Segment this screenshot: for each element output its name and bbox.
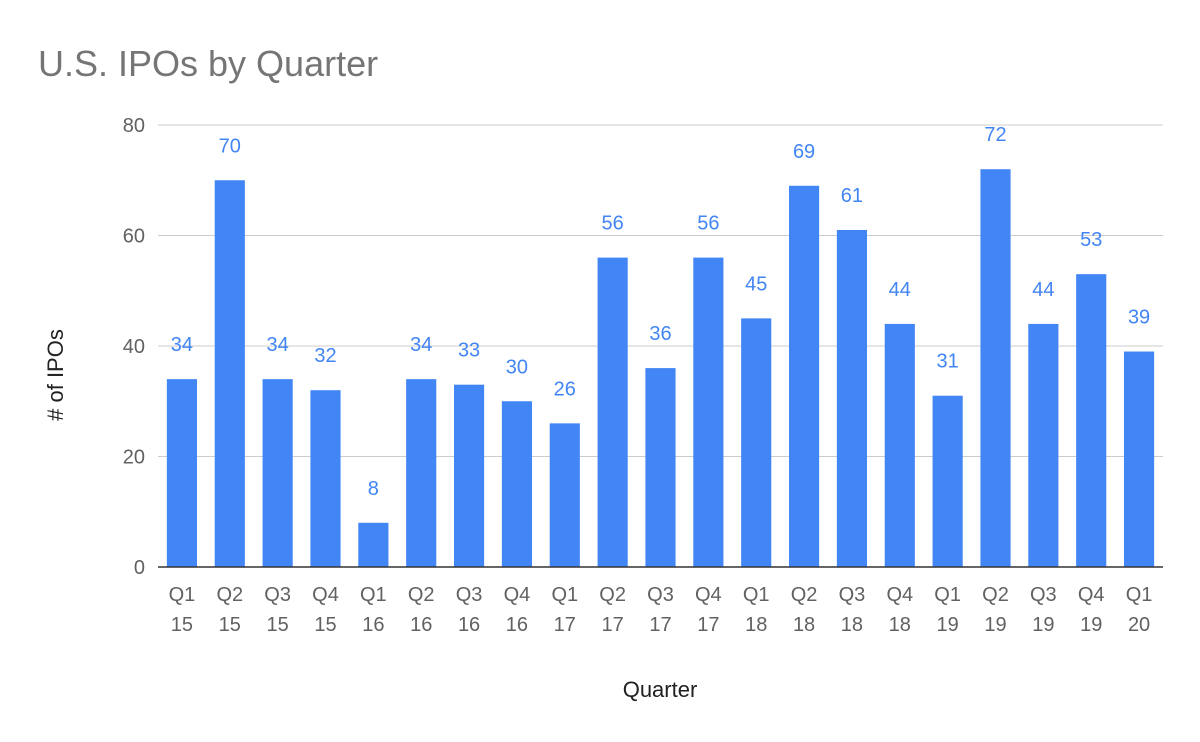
data-label: 56	[697, 213, 719, 235]
bar	[166, 379, 198, 567]
bar	[358, 522, 389, 567]
x-tick-label: Q1	[743, 584, 770, 606]
data-label: 72	[984, 124, 1006, 146]
x-tick-label: 17	[649, 614, 671, 636]
x-tick-label: Q4	[695, 584, 722, 606]
data-label: 8	[368, 478, 379, 500]
x-axis-ticks: Q1 15 Q2 15 Q3 15 Q4 15 Q1 16 Q2 16 Q3 16 Q4 16 Q1 17 Q2 17…	[169, 584, 1153, 636]
x-tick-label: 15	[171, 614, 193, 636]
x-tick-label: 18	[793, 614, 815, 636]
x-tick-label: 18	[841, 614, 863, 636]
bar	[310, 390, 341, 567]
bar	[836, 229, 868, 567]
bar	[262, 379, 293, 567]
x-tick-label: 17	[697, 614, 719, 636]
data-label: 31	[937, 351, 959, 373]
data-label: 45	[745, 273, 767, 295]
y-tick-label: 40	[123, 336, 145, 358]
x-tick-label: 16	[458, 614, 480, 636]
data-label: 44	[1032, 279, 1054, 301]
bar	[501, 401, 533, 567]
bar	[1123, 351, 1155, 567]
x-tick-label: 18	[745, 614, 767, 636]
x-tick-label: Q2	[791, 584, 818, 606]
x-tick-label: Q3	[647, 584, 674, 606]
data-label: 34	[267, 334, 289, 356]
y-tick-label: 0	[134, 557, 145, 579]
x-tick-label: Q4	[886, 584, 913, 606]
data-label: 61	[841, 185, 863, 207]
data-label: 33	[458, 340, 480, 362]
x-tick-label: 16	[410, 614, 432, 636]
bar	[932, 395, 963, 567]
bar	[406, 379, 437, 567]
data-labels: 34 70 34 32 8 34 33 30 26 56 36 56 45 69 61 44 31 72 44 53 3…	[171, 124, 1150, 500]
x-tick-label: Q3	[839, 584, 866, 606]
x-tick-label: Q4	[312, 584, 339, 606]
x-tick-label: Q1	[360, 584, 387, 606]
x-tick-label: Q2	[599, 584, 626, 606]
bar	[884, 323, 915, 567]
data-label: 44	[889, 279, 911, 301]
x-tick-label: Q1	[1126, 584, 1153, 606]
x-tick-label: Q1	[169, 584, 196, 606]
data-label: 26	[554, 378, 576, 400]
data-label: 32	[314, 345, 336, 367]
x-tick-label: Q2	[216, 584, 243, 606]
x-tick-label: 16	[506, 614, 528, 636]
x-tick-label: 15	[267, 614, 289, 636]
x-tick-label: 18	[889, 614, 911, 636]
data-label: 39	[1128, 307, 1150, 329]
y-axis-ticks: 0 20 40 60 80	[123, 115, 145, 579]
x-tick-label: Q2	[408, 584, 435, 606]
x-tick-label: 20	[1128, 614, 1150, 636]
data-label: 70	[219, 135, 241, 157]
x-tick-label: 15	[314, 614, 336, 636]
x-tick-label: Q2	[982, 584, 1009, 606]
x-tick-label: 19	[937, 614, 959, 636]
bar	[1028, 323, 1059, 567]
data-label: 53	[1080, 229, 1102, 251]
bars	[166, 169, 1155, 567]
y-tick-label: 80	[123, 115, 145, 137]
x-tick-label: Q4	[504, 584, 531, 606]
data-label: 34	[410, 334, 432, 356]
x-tick-label: 19	[984, 614, 1006, 636]
chart-title: U.S. IPOs by Quarter	[38, 43, 378, 84]
y-tick-label: 60	[123, 226, 145, 248]
y-tick-label: 20	[123, 447, 145, 469]
data-label: 36	[649, 323, 671, 345]
x-tick-label: 17	[602, 614, 624, 636]
x-tick-label: Q1	[551, 584, 578, 606]
bar	[1076, 274, 1107, 567]
bar	[788, 185, 820, 567]
y-axis-title: # of IPOs	[43, 329, 68, 421]
bar	[980, 169, 1011, 567]
x-tick-label: 17	[554, 614, 576, 636]
bar	[741, 318, 772, 567]
data-label: 56	[602, 213, 624, 235]
data-label: 30	[506, 356, 528, 378]
x-axis-title: Quarter	[623, 677, 698, 702]
data-label: 69	[793, 141, 815, 163]
data-label: 34	[171, 334, 193, 356]
x-tick-label: 19	[1080, 614, 1102, 636]
bar	[693, 257, 724, 567]
x-tick-label: 19	[1032, 614, 1054, 636]
x-tick-label: 16	[362, 614, 384, 636]
bar	[453, 384, 485, 567]
bar	[645, 368, 676, 567]
x-tick-label: Q3	[264, 584, 291, 606]
x-tick-label: Q3	[1030, 584, 1057, 606]
bar	[597, 257, 628, 567]
bar	[214, 180, 245, 567]
x-tick-label: 15	[219, 614, 241, 636]
x-tick-label: Q3	[456, 584, 483, 606]
x-tick-label: Q1	[934, 584, 961, 606]
bar	[549, 423, 580, 567]
x-tick-label: Q4	[1078, 584, 1105, 606]
